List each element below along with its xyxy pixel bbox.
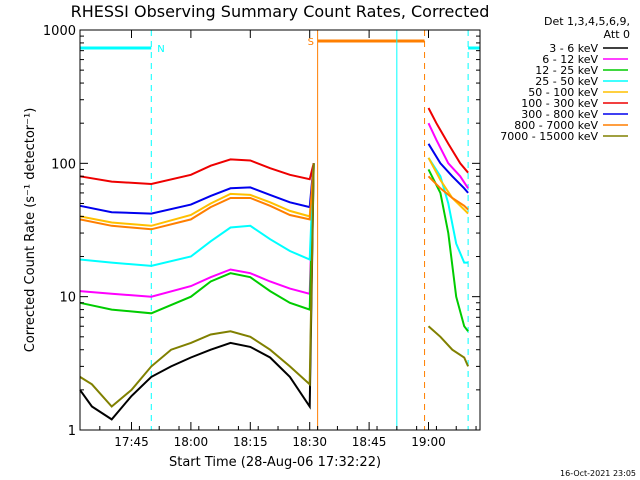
x-tick-label: 19:00 — [411, 435, 446, 449]
night-label: N — [157, 44, 164, 55]
y-tick-label: 10 — [59, 291, 76, 306]
x-tick-label: 18:45 — [352, 435, 387, 449]
legend-label: 300 - 800 keV — [521, 108, 598, 121]
y-tick-label: 1000 — [43, 24, 76, 39]
attenuator-label: Att 0 — [604, 28, 630, 41]
series-line-8-1 — [427, 325, 470, 367]
series-line-2-1 — [427, 168, 469, 332]
series-line-3-0 — [79, 163, 315, 267]
series-layer — [79, 107, 470, 421]
legend-label: 3 - 6 keV — [549, 42, 598, 55]
series-line-0-0 — [79, 163, 315, 421]
legend-label: 25 - 50 keV — [535, 75, 598, 88]
y-tick-label: 1 — [68, 424, 76, 439]
x-axis-label: Start Time (28-Aug-06 17:32:22) — [169, 455, 381, 470]
y-tick-label: 100 — [51, 157, 76, 172]
footer-timestamp: 16-Oct-2021 23:05 — [560, 469, 636, 478]
plot-frame — [79, 29, 481, 431]
series-line-8-0 — [79, 163, 315, 408]
series-line-7-1 — [427, 175, 469, 211]
x-tick-label: 17:45 — [114, 435, 149, 449]
series-line-5-0 — [79, 158, 315, 186]
legend-label: 7000 - 15000 keV — [500, 130, 598, 143]
series-line-7-0 — [79, 163, 315, 231]
detector-label: Det 1,3,4,5,6,9, — [544, 15, 630, 28]
x-tick-label: 18:15 — [233, 435, 268, 449]
x-tick-label: 18:30 — [292, 435, 327, 449]
series-line-4-0 — [79, 163, 315, 227]
data-gap — [317, 30, 429, 430]
x-tick-label: 18:00 — [174, 435, 209, 449]
y-axis: 1 10 100 1000 — [43, 24, 480, 439]
series-line-1-1 — [427, 122, 469, 189]
legend-label: 100 - 300 keV — [521, 97, 598, 110]
legend-label: 6 - 12 keV — [542, 53, 598, 66]
legend-label: 12 - 25 keV — [535, 64, 598, 77]
x-axis: 17:45 18:00 18:15 18:30 18:45 19:00 — [79, 30, 477, 449]
series-line-6-0 — [79, 163, 315, 215]
chart-title: RHESSI Observing Summary Count Rates, Co… — [71, 2, 490, 21]
legend-label: 50 - 100 keV — [528, 86, 598, 99]
saa-label: S — [308, 37, 314, 48]
series-line-2-0 — [79, 163, 315, 315]
y-axis-label: Corrected Count Rate (s⁻¹ detector⁻¹) — [23, 108, 38, 353]
legend-label: 800 - 7000 keV — [514, 119, 598, 132]
series-line-5-1 — [427, 107, 469, 174]
plot-annotations: NS — [80, 30, 480, 430]
series-line-3-1 — [427, 157, 469, 264]
series-line-1-0 — [79, 163, 315, 298]
series-line-6-1 — [427, 143, 469, 194]
